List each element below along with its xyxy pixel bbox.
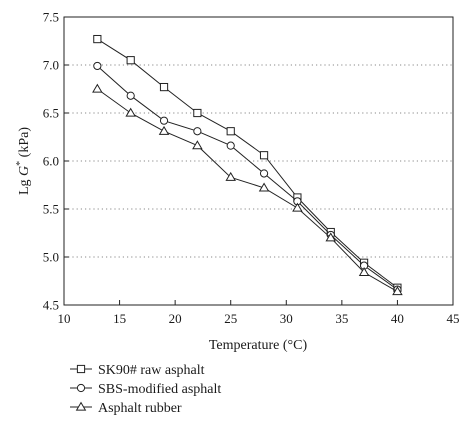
series-square — [93, 34, 402, 292]
legend: SK90# raw asphalt SBS-modified asphalt Asp… — [70, 363, 221, 416]
data-point — [158, 125, 170, 135]
x-tick-label: 45 — [447, 311, 460, 326]
data-point — [259, 169, 269, 178]
series-line — [97, 88, 398, 293]
data-point — [193, 127, 202, 136]
y-axis-label: Lg G* (kPa) — [15, 127, 33, 195]
legend-marker — [76, 364, 86, 374]
y-tick-label: 7.0 — [43, 58, 59, 73]
data-point — [226, 127, 235, 136]
y-tick-label: 5.5 — [43, 202, 59, 217]
y-tick-label: 6.0 — [43, 154, 59, 169]
data-point — [93, 34, 102, 44]
data-point — [192, 140, 203, 150]
x-tick-label: 35 — [335, 311, 348, 326]
plot-area-frame — [63, 16, 454, 306]
x-tick-label: 10 — [58, 311, 71, 326]
legend-item: Asphalt rubber — [70, 401, 182, 416]
legend-marker — [76, 383, 86, 393]
series-line — [96, 65, 398, 291]
y-tick-label: 5.0 — [43, 250, 59, 265]
series-circle — [93, 61, 402, 294]
legend-item: SBS-modified asphalt — [70, 382, 221, 397]
data-point — [93, 61, 102, 71]
data-point — [226, 141, 235, 150]
y-tick-label: 7.5 — [43, 10, 59, 25]
data-point — [126, 91, 135, 100]
y-tick-label: 4.5 — [43, 298, 59, 313]
x-tick-label: 25 — [224, 311, 237, 326]
x-tick-label: 15 — [113, 311, 126, 326]
legend-label: Asphalt rubber — [98, 401, 182, 416]
axis-ticks: 4.5 5.0 5.5 6.0 6.5 7.0 7.5 10 15 20 25 30 35 40 45 — [43, 10, 460, 327]
legend-marker — [75, 401, 87, 411]
data-point — [292, 202, 303, 212]
x-axis-label: Temperature (°C) — [209, 338, 308, 353]
x-tick-label: 30 — [280, 311, 293, 326]
legend-item: SK90# raw asphalt — [70, 363, 205, 378]
x-tick-label: 40 — [391, 311, 404, 326]
data-point — [259, 151, 269, 160]
data-point — [159, 116, 169, 125]
data-point — [193, 108, 202, 118]
data-point — [125, 107, 136, 117]
data-point — [325, 232, 337, 242]
legend-label: SK90# raw asphalt — [98, 363, 205, 378]
data-point — [358, 266, 370, 276]
series-triangle — [92, 83, 403, 296]
data-point — [126, 56, 135, 65]
x-tick-label: 20 — [169, 311, 182, 326]
data-point — [258, 182, 270, 192]
data-point — [392, 286, 403, 296]
legend-label: SBS-modified asphalt — [98, 382, 221, 397]
data-point — [92, 83, 103, 93]
data-point — [225, 171, 236, 181]
data-point — [159, 82, 169, 92]
series-group — [92, 34, 403, 296]
gridlines — [64, 64, 453, 258]
y-tick-label: 6.5 — [43, 106, 59, 121]
series-line — [97, 38, 398, 289]
